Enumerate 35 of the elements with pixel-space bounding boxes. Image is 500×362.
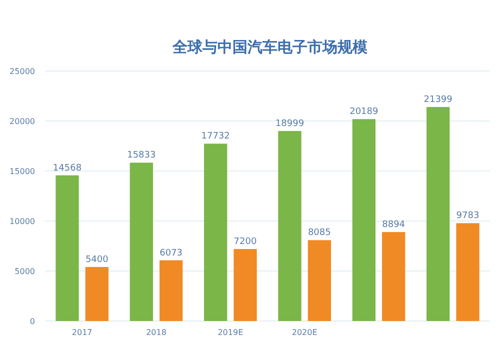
bar	[426, 107, 450, 321]
y-tick-label: 0	[30, 317, 35, 326]
data-label: 20189	[350, 107, 378, 118]
chart-title: 全球与中国汽车电子市场规模	[172, 38, 368, 56]
bar	[204, 144, 228, 321]
bar	[234, 249, 257, 321]
data-label: 18999	[275, 119, 304, 130]
data-label: 8894	[382, 220, 406, 230]
data-label: 21399	[424, 95, 453, 106]
bar	[160, 260, 183, 321]
data-label: 5400	[85, 255, 109, 265]
bar	[352, 119, 376, 321]
bar	[278, 131, 302, 321]
y-tick-label: 25000	[10, 67, 35, 76]
data-label: 15833	[127, 150, 156, 161]
bar	[56, 175, 79, 321]
data-label: 7200	[234, 237, 257, 247]
data-label: 6073	[160, 248, 183, 258]
y-tick-label: 10000	[10, 217, 35, 226]
data-label: 17732	[201, 132, 230, 142]
bar	[130, 162, 153, 321]
data-label: 9783	[456, 211, 480, 222]
y-tick-label: 20000	[10, 117, 35, 126]
bar	[456, 223, 480, 321]
data-label: 14568	[52, 163, 82, 174]
x-tick-label: 2017	[72, 328, 92, 337]
x-tick-label: 2018	[146, 328, 166, 337]
y-tick-label: 15000	[10, 167, 35, 176]
x-tick-label: 2020E	[292, 328, 318, 337]
y-tick-label: 5000	[14, 267, 35, 276]
bar	[382, 232, 406, 321]
data-label: 8085	[308, 228, 331, 238]
bar	[85, 267, 108, 321]
x-tick-label: 2019E	[218, 328, 244, 337]
bar	[308, 240, 331, 321]
